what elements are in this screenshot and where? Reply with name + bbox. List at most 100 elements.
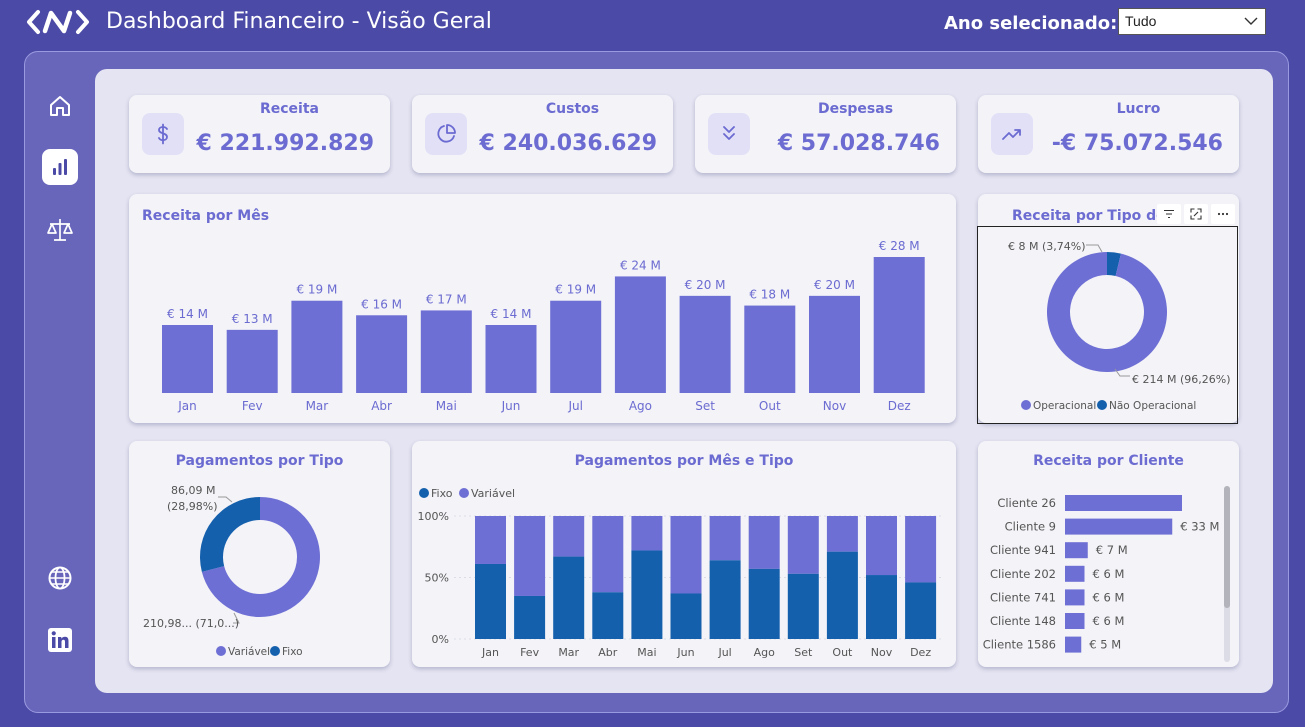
data-label: € 28 M (879, 239, 920, 253)
bar (826, 551, 858, 639)
x-tick-label: Ago (629, 399, 652, 413)
data-label: € 8 M (3,74%) (1008, 240, 1086, 253)
more-options-icon[interactable] (1211, 204, 1235, 224)
pie-icon (425, 113, 467, 155)
bar (1065, 636, 1082, 653)
scrollbar[interactable] (1224, 486, 1230, 662)
home-icon[interactable] (42, 88, 78, 124)
data-label: € 214 M (96,26%) (1132, 373, 1231, 386)
globe-icon[interactable] (42, 560, 78, 596)
kpi-card-custos: Custos € 240.036.629 (412, 95, 673, 173)
bar (1065, 542, 1088, 559)
focus-mode-icon[interactable] (1184, 204, 1208, 224)
dollar-icon (142, 113, 184, 155)
data-label: € 19 M (555, 283, 596, 297)
kpi-value: € 57.028.746 (777, 131, 940, 156)
bar (553, 556, 585, 639)
bar-chart-icon[interactable] (42, 149, 78, 185)
filter-icon[interactable] (1157, 204, 1181, 224)
bar (356, 315, 408, 393)
x-tick-label: Abr (598, 646, 618, 659)
data-label: € 6 M (1093, 590, 1125, 604)
bar (1065, 518, 1173, 535)
top-bar: Dashboard Financeiro - Visão Geral Ano s… (0, 0, 1305, 46)
chart-title: Pagamentos por Tipo (175, 453, 344, 469)
bar (679, 295, 731, 393)
bar (670, 516, 702, 594)
visual-header (1157, 204, 1239, 226)
pagamentos-tipo-card: Pagamentos por Tipo 86,09 M (28,98%) 210,9… (129, 441, 390, 667)
chart-title: Receita por Mês (142, 208, 270, 224)
x-tick-label: Set (794, 646, 813, 659)
bar (1065, 589, 1085, 606)
legend-label: Fixo (431, 487, 453, 500)
legend-marker (459, 488, 469, 498)
data-label: € 19 M (296, 283, 337, 297)
kpi-label: Lucro (1116, 101, 1161, 117)
bar (1065, 565, 1085, 582)
linkedin-icon[interactable] (42, 622, 78, 658)
year-select-value: Tudo (1125, 13, 1157, 29)
double-chevron-down-icon (708, 113, 750, 155)
bar (787, 516, 819, 574)
y-tick-label: Cliente 9 (1005, 520, 1056, 534)
x-tick-label: Fev (242, 399, 263, 413)
chart-title: Pagamentos por Mês e Tipo (574, 453, 794, 469)
balance-scale-icon[interactable] (42, 212, 78, 248)
data-label: € 14 M (167, 307, 208, 321)
chart-title: Receita por Tipo de (1012, 208, 1166, 224)
legend-marker (1097, 400, 1107, 410)
legend-label: Fixo (282, 646, 303, 658)
bar (670, 593, 702, 639)
bar (709, 560, 741, 639)
bar (514, 516, 546, 596)
data-label: € 20 M (814, 278, 855, 292)
x-tick-label: Out (832, 646, 853, 659)
bar (475, 516, 506, 564)
legend-marker (1021, 400, 1031, 410)
bar (592, 592, 624, 639)
bar (905, 582, 937, 639)
data-label: € 7 M (1096, 543, 1128, 557)
legend-marker (419, 488, 429, 498)
leader-line (218, 496, 233, 503)
y-tick-label: Cliente 741 (990, 590, 1056, 604)
kpi-label: Custos (545, 101, 600, 117)
kpi-card-receita: Receita € 221.992.829 (129, 95, 390, 173)
bar (809, 295, 860, 393)
x-tick-label: Jun (501, 399, 521, 413)
bar (744, 305, 796, 393)
x-tick-label: Jun (676, 646, 694, 659)
bar (709, 516, 741, 561)
bar (826, 516, 858, 552)
kpi-value: -€ 75.072.546 (1051, 131, 1223, 156)
kpi-label: Despesas (817, 101, 894, 117)
y-tick-label: 100% (418, 510, 449, 523)
bar (475, 563, 506, 639)
year-select[interactable]: Tudo (1118, 8, 1266, 35)
data-label: (28,98%) (167, 500, 218, 513)
bar (514, 595, 546, 639)
data-label: € 6 M (1093, 567, 1125, 581)
pagamentos-mes-tipo-chart: Fixo Variável 0% 50% 100% Jan Fev Mar Abr Mai Jun J… (418, 487, 942, 659)
data-label: 210,98... (71,0...) (143, 617, 239, 630)
bar (873, 257, 925, 393)
x-tick-label: Abr (371, 399, 392, 413)
y-tick-label: Cliente 148 (990, 614, 1056, 628)
data-label: 86,09 M (171, 484, 215, 497)
x-tick-label: Dez (888, 399, 911, 413)
data-label: € 33 M (1180, 520, 1219, 534)
bar (748, 516, 780, 569)
x-tick-label: Mar (306, 399, 329, 413)
x-tick-label: Set (695, 399, 715, 413)
scrollbar-thumb[interactable] (1224, 486, 1230, 608)
bar (162, 325, 213, 393)
chevron-down-icon (1244, 17, 1258, 25)
pagamentos-tipo-chart: 86,09 M (28,98%) 210,98... (71,0...) Variáv… (143, 484, 320, 658)
legend-label: Variável (471, 487, 515, 500)
legend-label: Operacional (1033, 400, 1096, 412)
bar (592, 516, 624, 593)
bar (905, 516, 937, 583)
bar (1065, 495, 1182, 511)
receita-cliente-chart: Cliente 26 Cliente 9 € 33 M Cliente 941 € 7 … (983, 495, 1219, 653)
